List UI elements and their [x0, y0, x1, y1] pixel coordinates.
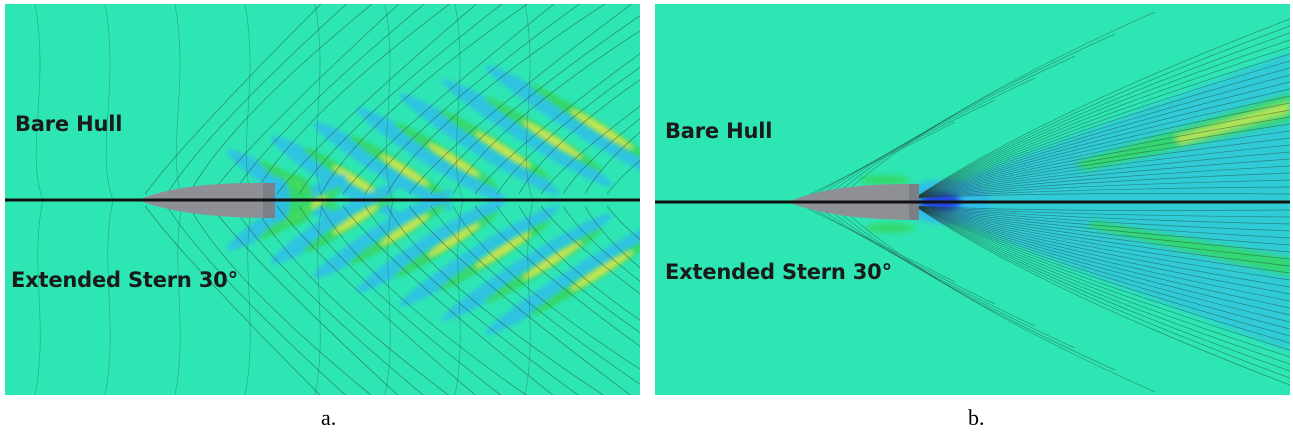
- contour-line: [255, 206, 455, 395]
- label-extended-stern-b: Extended Stern 30°: [665, 260, 892, 284]
- caption-b: b.: [968, 405, 985, 431]
- contour-line: [255, 4, 455, 194]
- contour-plot-a: [5, 4, 640, 395]
- wave-pattern-panel-a: Bare Hull Extended Stern 30°: [5, 4, 640, 395]
- label-extended-stern-a: Extended Stern 30°: [11, 268, 238, 292]
- contour-plot-b: [655, 4, 1290, 395]
- bow-crest-lower: [865, 223, 915, 233]
- label-bare-hull-a: Bare Hull: [15, 112, 122, 136]
- wave-pattern-panel-b: Bare Hull Extended Stern 30°: [655, 4, 1290, 395]
- contour-line: [189, 206, 377, 395]
- label-bare-hull-b: Bare Hull: [665, 119, 772, 143]
- caption-a: a.: [321, 405, 336, 431]
- contour-line: [189, 4, 377, 194]
- bow-crest-upper: [860, 175, 910, 185]
